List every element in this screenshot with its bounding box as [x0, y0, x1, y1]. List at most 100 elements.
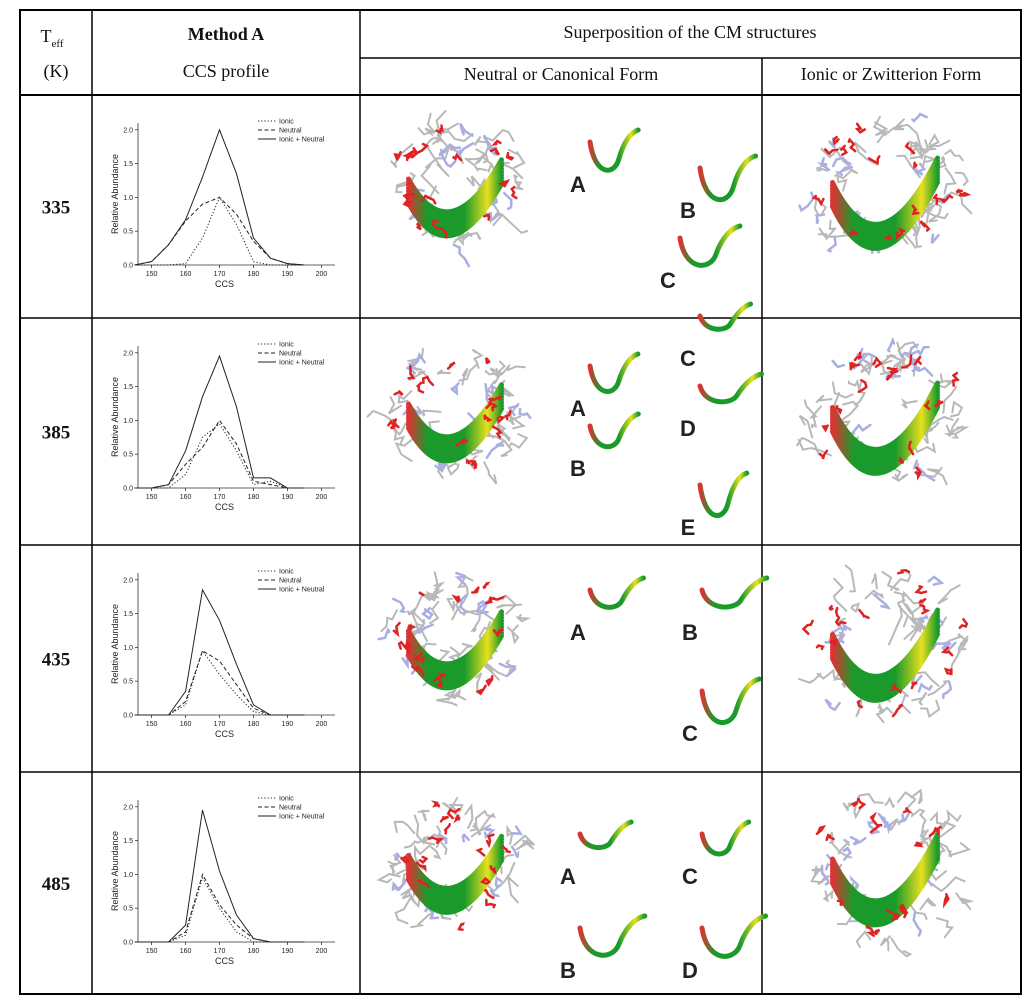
side-chain: [474, 148, 488, 165]
side-chain: [492, 627, 504, 639]
side-chain: [505, 151, 515, 161]
side-chain: [881, 570, 900, 591]
side-chain: [457, 922, 465, 931]
side-chain: [436, 369, 451, 375]
side-chain: [377, 627, 391, 641]
side-chain: [943, 424, 957, 438]
side-chain: [461, 367, 469, 386]
side-chain: [821, 424, 829, 433]
side-chain: [394, 436, 416, 462]
molecule-superposition: [810, 788, 975, 958]
side-chain: [483, 827, 496, 840]
side-chain: [849, 835, 867, 846]
side-chain: [902, 807, 913, 814]
side-chain: [420, 163, 440, 195]
side-chain: [818, 219, 838, 241]
y-tick-label: 0.5: [123, 906, 133, 913]
side-chain: [470, 823, 492, 838]
side-chain: [884, 234, 892, 241]
series-line: [134, 423, 305, 489]
side-chain: [828, 831, 835, 845]
side-chain: [886, 366, 899, 375]
side-chain: [832, 135, 840, 146]
side-chain: [884, 370, 902, 378]
side-chain: [513, 180, 524, 191]
side-chain: [836, 898, 844, 907]
side-chain: [923, 400, 931, 411]
side-chain: [910, 359, 934, 377]
x-tick-label: 190: [282, 948, 294, 955]
side-chain: [485, 833, 495, 849]
x-tick-label: 150: [146, 948, 158, 955]
side-chain: [853, 351, 863, 362]
legend-label: Ionic: [279, 342, 294, 349]
y-tick-label: 2.0: [123, 804, 133, 811]
x-tick-label: 190: [282, 494, 294, 501]
backbone-ribbon: [830, 856, 940, 928]
strand: [699, 676, 762, 726]
side-chain: [890, 568, 912, 591]
side-chain: [453, 814, 461, 824]
side-chain: [445, 122, 474, 143]
side-chain: [912, 911, 923, 937]
side-chain: [500, 845, 512, 854]
side-chain: [393, 852, 400, 861]
side-chain: [849, 361, 861, 370]
side-chain: [922, 154, 937, 168]
legend-label: Neutral: [279, 351, 302, 358]
molecule-superposition: [366, 348, 532, 485]
side-chain: [904, 142, 916, 155]
x-tick-label: 150: [146, 721, 158, 728]
side-chain: [393, 150, 402, 161]
side-chain: [897, 791, 917, 811]
side-chain: [844, 564, 857, 593]
side-chain: [913, 161, 918, 170]
backbone-ribbon: [830, 404, 940, 476]
side-chain: [900, 343, 919, 358]
side-chain: [897, 569, 911, 575]
teff-value: 335: [42, 198, 71, 219]
side-chain: [950, 400, 964, 418]
side-chain: [871, 573, 878, 590]
side-chain: [517, 838, 535, 850]
side-chain: [811, 194, 825, 207]
x-tick-label: 170: [214, 721, 226, 728]
side-chain: [458, 595, 468, 613]
side-chain: [400, 855, 410, 864]
side-chain: [485, 898, 497, 909]
side-chain: [932, 193, 939, 206]
strand: [697, 470, 750, 518]
side-chain: [951, 371, 960, 387]
x-tick-label: 160: [180, 721, 192, 728]
side-chain: [899, 903, 907, 915]
x-tick-label: 170: [214, 494, 226, 501]
molecule-superposition: [377, 571, 532, 707]
side-chain: [942, 680, 953, 700]
side-chain: [910, 681, 918, 690]
side-chain: [890, 818, 901, 831]
side-chain: [889, 683, 902, 695]
side-chain: [914, 466, 923, 481]
side-chain: [488, 394, 503, 402]
side-chain: [401, 654, 409, 670]
y-axis-label: Relative Abundance: [110, 377, 120, 457]
side-chain: [896, 123, 922, 148]
side-chain: [894, 473, 909, 483]
side-chain: [513, 834, 535, 851]
side-chain: [489, 864, 497, 876]
side-chain: [832, 577, 848, 612]
side-chain: [919, 603, 931, 615]
x-tick-label: 180: [248, 948, 260, 955]
strand-icon: [699, 575, 770, 610]
side-chain: [406, 610, 425, 628]
side-chain: [955, 892, 975, 910]
side-chain: [839, 400, 860, 423]
side-chain: [480, 812, 497, 831]
y-tick-label: 1.5: [123, 611, 133, 618]
profile-header: CCS profile: [183, 61, 270, 81]
conformer-label: C: [680, 346, 696, 371]
side-chain: [890, 937, 913, 958]
side-chain: [824, 698, 841, 712]
side-chain: [856, 699, 864, 709]
